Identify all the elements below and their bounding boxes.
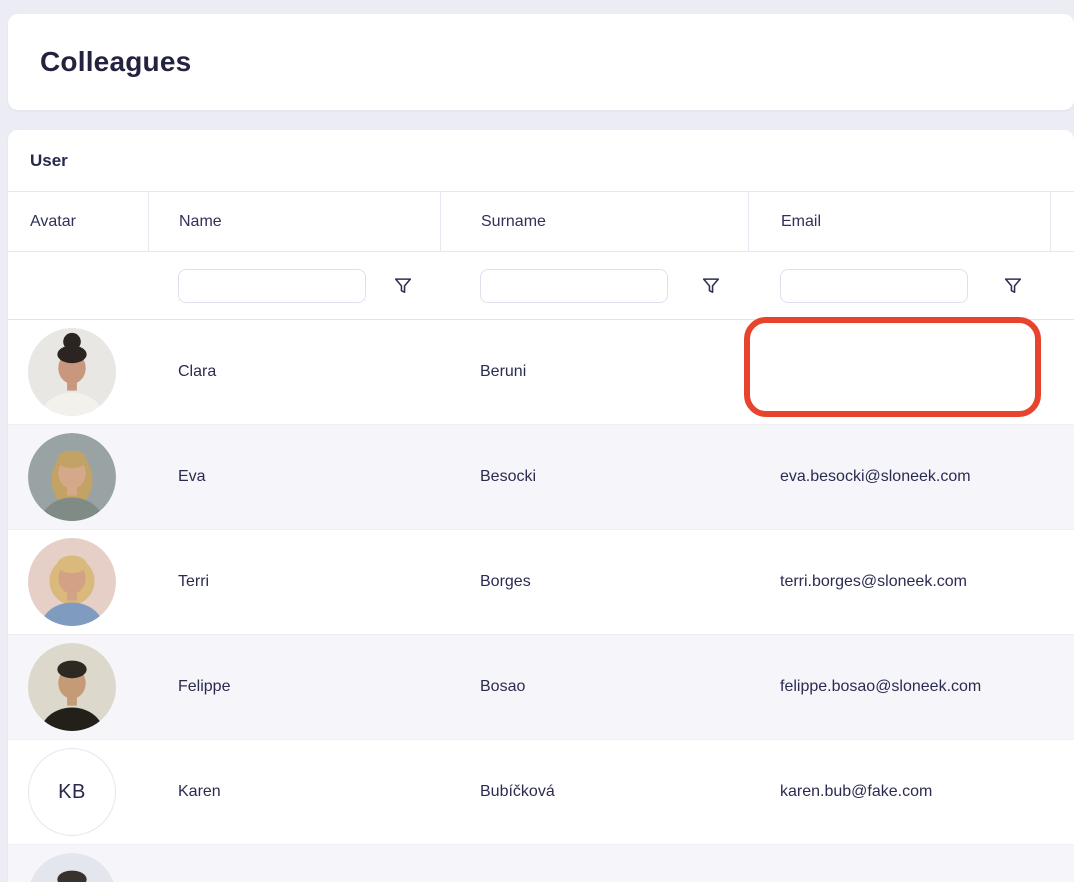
avatar-filter-cell-empty bbox=[8, 252, 148, 319]
avatar-cell bbox=[8, 635, 148, 739]
email-text: eva.besocki@sloneek.com bbox=[780, 468, 971, 485]
column-header-email[interactable]: Email bbox=[748, 192, 1050, 251]
surname-filter-cell bbox=[440, 252, 748, 319]
avatar-cell bbox=[8, 530, 148, 634]
extra-cell bbox=[1050, 425, 1074, 529]
avatar bbox=[28, 328, 116, 416]
email-cell: karen.bub@fake.com bbox=[748, 740, 1050, 844]
surname-cell: Beruni bbox=[480, 363, 527, 380]
avatar bbox=[28, 643, 116, 731]
extra-cell bbox=[1050, 635, 1074, 739]
surname-cell: Bubíčková bbox=[480, 783, 555, 800]
avatar-cell bbox=[8, 320, 148, 424]
email-highlight-box bbox=[744, 317, 1041, 417]
name-cell: Karen bbox=[178, 783, 221, 800]
extra-cell bbox=[1050, 740, 1074, 844]
column-header-surname[interactable]: Surname bbox=[440, 192, 748, 251]
name-cell: Clara bbox=[178, 363, 217, 380]
table-body: Clara Beruni Eva Besocki eva.besocki@slo… bbox=[8, 317, 1074, 882]
extra-cell bbox=[1050, 530, 1074, 634]
name-filter-cell bbox=[148, 252, 440, 319]
name-cell: Terri bbox=[178, 573, 210, 590]
avatar-cell: KB bbox=[8, 740, 148, 844]
email-filter-cell bbox=[748, 252, 1050, 319]
name-cell: Felippe bbox=[178, 678, 231, 695]
avatar bbox=[28, 853, 116, 882]
avatar bbox=[28, 433, 116, 521]
name-filter-funnel-icon[interactable] bbox=[392, 275, 414, 297]
extra-filter-cell-empty bbox=[1050, 252, 1074, 319]
avatar bbox=[28, 538, 116, 626]
surname-filter-funnel-icon[interactable] bbox=[700, 275, 722, 297]
email-cell bbox=[748, 845, 1050, 882]
filter-row bbox=[8, 252, 1074, 320]
email-cell: eva.besocki@sloneek.com bbox=[748, 425, 1050, 529]
table-row[interactable] bbox=[8, 845, 1074, 882]
column-header-avatar[interactable]: Avatar bbox=[30, 212, 76, 230]
name-filter-input[interactable] bbox=[178, 268, 366, 303]
table-row[interactable]: Terri Borges terri.borges@sloneek.com bbox=[8, 530, 1074, 635]
email-filter-funnel-icon[interactable] bbox=[1002, 275, 1024, 297]
email-filter-input[interactable] bbox=[780, 268, 968, 303]
page-title: Colleagues bbox=[40, 46, 192, 77]
table-row[interactable]: Felippe Bosao felippe.bosao@sloneek.com bbox=[8, 635, 1074, 740]
extra-cell bbox=[1050, 845, 1074, 882]
avatar-cell bbox=[8, 425, 148, 529]
surname-cell: Borges bbox=[480, 573, 531, 590]
avatar: KB bbox=[28, 748, 116, 836]
surname-cell: Besocki bbox=[480, 468, 537, 485]
name-cell bbox=[148, 845, 440, 882]
email-cell bbox=[744, 317, 1050, 424]
extra-cell bbox=[1050, 320, 1074, 424]
name-cell: Eva bbox=[178, 468, 206, 485]
column-header-name[interactable]: Name bbox=[148, 192, 440, 251]
table-row[interactable]: Eva Besocki eva.besocki@sloneek.com bbox=[8, 425, 1074, 530]
page-header-card: Colleagues bbox=[8, 14, 1074, 110]
email-cell: terri.borges@sloneek.com bbox=[748, 530, 1050, 634]
email-text: karen.bub@fake.com bbox=[780, 783, 933, 800]
table-row[interactable]: Clara Beruni bbox=[8, 317, 1074, 425]
surname-cell bbox=[440, 845, 748, 882]
users-panel: User Avatar Name Surname Email bbox=[8, 130, 1074, 882]
avatar-cell bbox=[8, 845, 148, 882]
email-text: felippe.bosao@sloneek.com bbox=[780, 678, 982, 695]
table-header-row: Avatar Name Surname Email bbox=[8, 192, 1074, 252]
email-cell: felippe.bosao@sloneek.com bbox=[748, 635, 1050, 739]
panel-title: User bbox=[8, 130, 1074, 192]
email-text: terri.borges@sloneek.com bbox=[780, 573, 967, 590]
surname-cell: Bosao bbox=[480, 678, 526, 695]
table-row[interactable]: KB Karen Bubíčková karen.bub@fake.com bbox=[8, 740, 1074, 845]
surname-filter-input[interactable] bbox=[480, 268, 668, 303]
column-header-extra bbox=[1050, 192, 1074, 251]
